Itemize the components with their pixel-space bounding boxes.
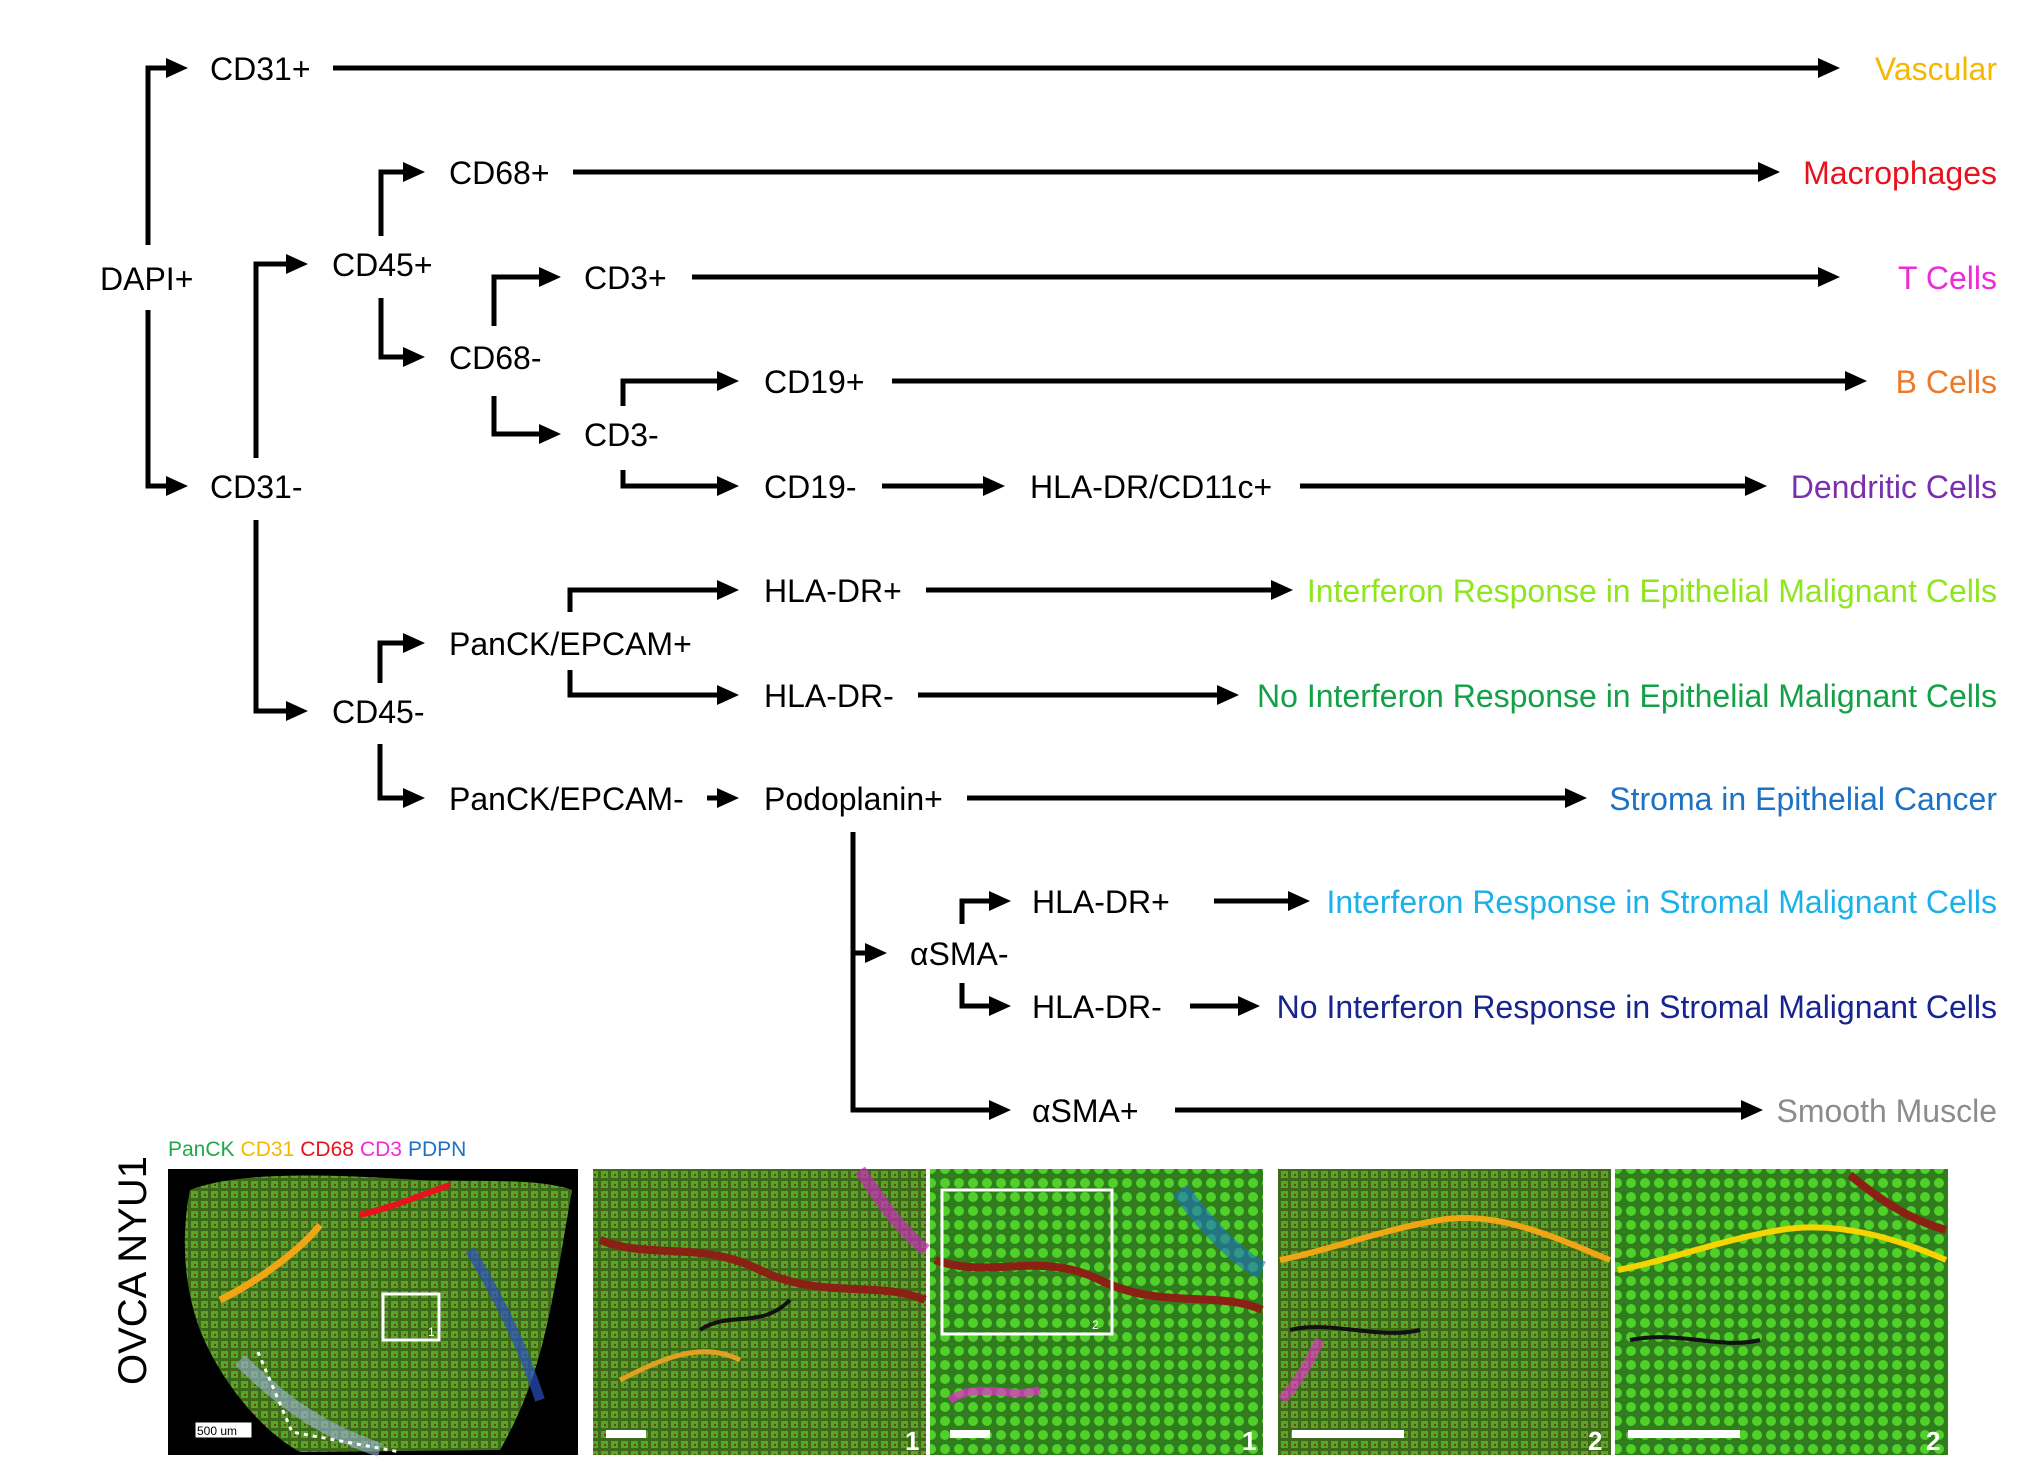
node-cd3-positive: CD3+ [584, 260, 667, 296]
connector-hla-negative-to-no-ifn-stromal [1190, 996, 1260, 1016]
node-asma-positive: αSMA+ [1032, 1093, 1139, 1129]
zoom-panel-2b: 2 [1615, 1169, 1948, 1456]
stain-label: PanCK CD31 CD68 CD3 PDPN [168, 1138, 466, 1161]
connector-cd31-positive-to-vascular [333, 58, 1840, 78]
sample-label: OVCA NYU1 [111, 1156, 155, 1385]
connector-cd31-negative-to-cd45-positive [253, 254, 308, 458]
inset-box-2 [940, 1188, 1114, 1336]
connector-cd19-negative-to-hla-cd11c [882, 476, 1005, 496]
connector-cd19-positive-to-b-cells [892, 371, 1867, 391]
node-cd45-positive: CD45+ [332, 247, 433, 283]
connector-hla-positive-to-ifn-stromal [1214, 891, 1310, 911]
connector-asma-negative-to-hla-positive [959, 891, 1011, 924]
connector-cd3-positive-to-t-cells [692, 267, 1840, 287]
node-cd31-negative: CD31- [210, 469, 302, 505]
outcome-vascular: Vascular [1875, 51, 1997, 87]
tree-nodes: DAPI+ CD31+ CD31- CD45+ CD45- CD68+ CD68… [100, 51, 1272, 1129]
zoom-panel-1b: 2 1 [930, 1169, 1267, 1456]
connector-cd45-positive-to-cd68-positive [378, 162, 425, 236]
node-hla-cd11c: HLA-DR/CD11c+ [1030, 469, 1272, 505]
connector-cd45-negative-to-panck-positive [377, 633, 425, 683]
connector-dapi-to-cd31-positive [145, 58, 188, 245]
connector-cd3-negative-to-cd19-negative [620, 470, 739, 496]
node-cd19-negative: CD19- [764, 469, 856, 505]
connector-cd31-negative-to-cd45-negative [253, 520, 308, 721]
stain-cd31: CD31 [241, 1138, 295, 1161]
inset-number: 2 [1092, 1318, 1099, 1332]
node-cd68-positive: CD68+ [449, 155, 550, 191]
connector-podoplanin-to-asma-positive [850, 832, 1011, 1120]
outcome-b-cells: B Cells [1896, 364, 1997, 400]
connector-hla-negative-to-no-ifn-epithelial [918, 685, 1239, 705]
connector-panck-positive-to-hla-positive [567, 580, 739, 612]
connector-podoplanin-to-stroma [967, 788, 1587, 808]
outcome-ifn-stromal: Interferon Response in Stromal Malignant… [1326, 884, 1997, 920]
connector-cd68-negative-to-cd3-negative [491, 396, 561, 444]
connector-podoplanin-to-asma-negative [853, 943, 887, 963]
connector-cd45-negative-to-panck-negative [377, 744, 425, 808]
outcome-stroma: Stroma in Epithelial Cancer [1609, 781, 1997, 817]
panel-number: 1 [1242, 1426, 1256, 1456]
connector-panck-negative-to-podoplanin [707, 788, 739, 808]
node-hla-positive-epithelial: HLA-DR+ [764, 573, 902, 609]
node-asma-negative: αSMA- [910, 936, 1009, 972]
inset-box-1 [381, 1292, 441, 1342]
outcome-no-ifn-stromal: No Interferon Response in Stromal Malign… [1277, 989, 1997, 1025]
outcome-smooth-muscle: Smooth Muscle [1776, 1093, 1997, 1129]
connector-hla-positive-to-ifn-epithelial [926, 580, 1293, 600]
connector-cd68-positive-to-macrophages [573, 162, 1780, 182]
zoom-panel-2a: 2 [1278, 1169, 1612, 1456]
panel-number: 2 [1588, 1426, 1602, 1456]
node-cd45-negative: CD45- [332, 694, 424, 730]
node-panck-negative: PanCK/EPCAM- [449, 781, 684, 817]
connector-asma-negative-to-hla-negative [959, 983, 1011, 1016]
outcome-dendritic-cells: Dendritic Cells [1791, 469, 1997, 505]
connector-hla-cd11c-to-dendritic [1300, 476, 1767, 496]
zoom-panel-1a: 1 [593, 1166, 930, 1456]
connector-cd3-negative-to-cd19-positive [620, 371, 739, 406]
connector-panck-positive-to-hla-negative [567, 670, 739, 705]
node-hla-negative-epithelial: HLA-DR- [764, 678, 894, 714]
panel-number: 1 [905, 1426, 919, 1456]
inset-number: 1 [428, 1325, 435, 1339]
node-cd3-negative: CD3- [584, 417, 659, 453]
connector-cd45-positive-to-cd68-negative [378, 298, 425, 367]
stain-cd3: CD3 [360, 1138, 402, 1161]
node-hla-negative-stromal: HLA-DR- [1032, 989, 1162, 1025]
stain-panck: PanCK [168, 1138, 235, 1161]
scale-bar-label: 500 um [197, 1424, 237, 1438]
node-cd19-positive: CD19+ [764, 364, 865, 400]
outcome-t-cells: T Cells [1898, 260, 1997, 296]
outcome-macrophages: Macrophages [1803, 155, 1997, 191]
image-panel: PanCK CD31 CD68 CD3 PDPN OVCA NYU1 1 500 um [111, 1138, 1948, 1457]
node-podoplanin: Podoplanin+ [764, 781, 943, 817]
outcome-no-ifn-epithelial: No Interferon Response in Epithelial Mal… [1257, 678, 1997, 714]
stain-pdpn: PDPN [408, 1138, 466, 1161]
node-dapi: DAPI+ [100, 261, 193, 297]
node-hla-positive-stromal: HLA-DR+ [1032, 884, 1170, 920]
stain-cd68: CD68 [300, 1138, 354, 1161]
connector-dapi-to-cd31-negative [145, 310, 188, 496]
outcome-ifn-epithelial: Interferon Response in Epithelial Malign… [1307, 573, 1997, 609]
node-cd68-negative: CD68- [449, 340, 541, 376]
node-panck-positive: PanCK/EPCAM+ [449, 626, 692, 662]
connector-asma-positive-to-smooth-muscle [1175, 1100, 1763, 1120]
overview-image: 1 500 um [168, 1169, 578, 1457]
tree-outcomes: Vascular Macrophages T Cells B Cells Den… [1257, 51, 1997, 1129]
connector-cd68-negative-to-cd3-positive [491, 267, 561, 326]
node-cd31-positive: CD31+ [210, 51, 311, 87]
stain-legend: PanCK CD31 CD68 CD3 PDPN [168, 1138, 466, 1161]
tree-connectors [145, 58, 1867, 1120]
panel-number: 2 [1926, 1426, 1940, 1456]
